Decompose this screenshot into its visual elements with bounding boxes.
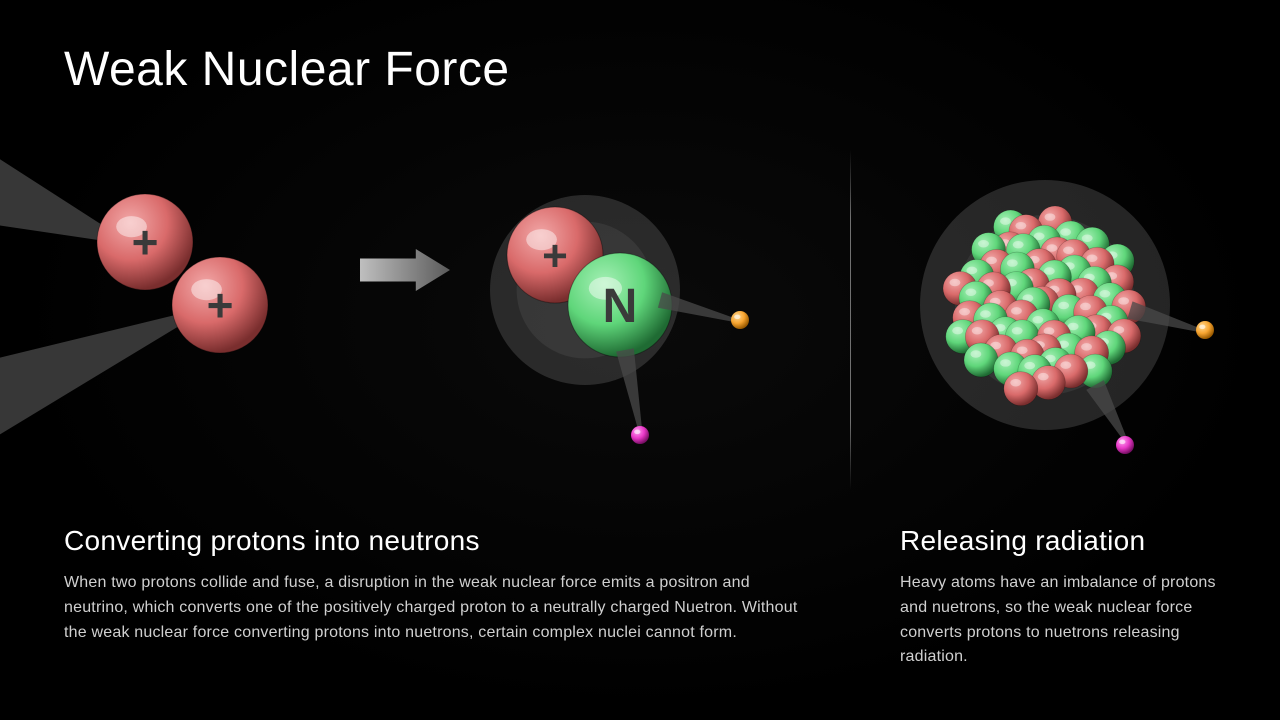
left-body: When two protons collide and fuse, a dis…: [64, 571, 804, 645]
left-subtitle: Converting protons into neutrons: [64, 525, 804, 557]
right-subtitle: Releasing radiation: [900, 525, 1220, 557]
diagram-stage: + + + N: [0, 150, 1280, 510]
svg-text:N: N: [603, 280, 638, 333]
right-body: Heavy atoms have an imbalance of protons…: [900, 571, 1220, 670]
right-text-panel: Releasing radiation Heavy atoms have an …: [900, 525, 1220, 670]
svg-text:+: +: [132, 216, 159, 268]
svg-text:+: +: [207, 279, 234, 331]
main-title: Weak Nuclear Force: [64, 42, 510, 97]
left-text-panel: Converting protons into neutrons When tw…: [64, 525, 804, 645]
svg-text:+: +: [542, 231, 568, 280]
